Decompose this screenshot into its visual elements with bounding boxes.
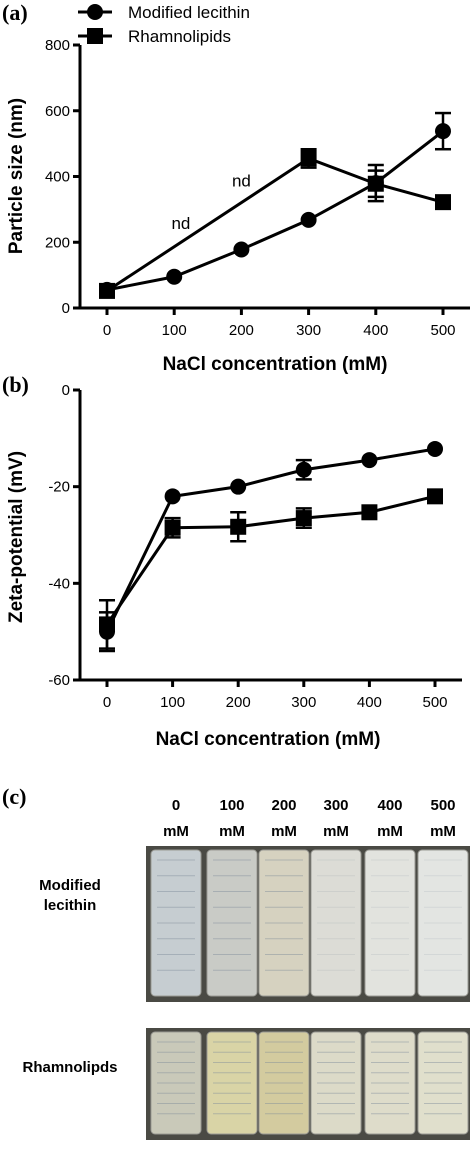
panel-b-x-axis-title: NaCl concentration (mM): [156, 729, 381, 750]
panel-b-y-tick-label: -60: [48, 672, 70, 689]
panel-a-annotation-nd: nd: [171, 214, 190, 233]
concentration-unit: mM: [323, 823, 349, 840]
vial: [206, 849, 258, 997]
panel-b-x-tick-label: 500: [422, 694, 447, 711]
panel-b-x-tick-label: 0: [103, 694, 111, 711]
concentration-unit: mM: [271, 823, 297, 840]
panel-b-point-rhamnolipids: [164, 519, 181, 536]
panel-b-point-rhamnolipids: [427, 488, 443, 505]
panel-a-y-tick-label: 200: [45, 234, 70, 251]
row-label-modified-lecithin-line1: Modified: [39, 877, 101, 894]
panel-a-point-modified-lecithin: [166, 268, 183, 285]
panel-a-point-rhamnolipids: [435, 194, 451, 211]
panel-a-y-axis-title: Particle size (nm): [6, 98, 27, 254]
panel-a-x-tick-label: 400: [363, 322, 388, 339]
concentration-value: 100: [219, 797, 244, 814]
vial: [417, 1031, 469, 1135]
panel-a-x-tick-label: 500: [430, 322, 455, 339]
vial: [258, 849, 310, 997]
panel-a-point-modified-lecithin: [300, 211, 317, 228]
panel-c-label: (c): [2, 784, 26, 809]
panel-b-point-modified-lecithin: [427, 440, 443, 457]
panel-b-point-modified-lecithin: [164, 488, 181, 505]
panel-b-point-rhamnolipids: [295, 510, 312, 527]
panel-c-photo: (c) 0 mM 100 mM 200 mM 300 mM 400 mM 500 mM Modifie…: [2, 784, 470, 1140]
panel-a-series-line-modified-lecithin: [106, 129, 444, 292]
panel-a-y-tick-label: 800: [45, 37, 70, 54]
panel-a-x-axis-title: NaCl concentration (mM): [163, 354, 388, 375]
panel-b-y-axis-title: Zeta-potential (mV): [6, 451, 27, 623]
panel-a-y-tick-label: 400: [45, 169, 70, 186]
concentration-unit: mM: [377, 823, 403, 840]
vial: [364, 1031, 416, 1135]
panel-b-x-tick-label: 400: [357, 694, 382, 711]
row-label-modified-lecithin-line2: lecithin: [44, 897, 97, 914]
panel-a-x-tick-label: 200: [229, 322, 254, 339]
vial: [417, 849, 469, 997]
panel-a-annotation-nd: nd: [232, 171, 251, 190]
legend-entry-modified-lecithin: Modified lecithin: [128, 3, 250, 22]
vial: [150, 1031, 202, 1135]
concentration-value: 400: [377, 797, 402, 814]
panel-b-point-rhamnolipids: [230, 518, 247, 535]
panel-a-y-tick-label: 600: [45, 103, 70, 120]
panel-b-point-modified-lecithin: [361, 452, 378, 469]
panel-b-point-modified-lecithin: [295, 461, 312, 478]
legend: Modified lecithin Rhamnolipids: [78, 3, 250, 46]
concentration-unit: mM: [163, 823, 189, 840]
panel-b-chart: (b) 0 -20 -40 -60 0 100 200 300 400 500 NaCl conc…: [2, 372, 462, 750]
panel-b-point-rhamnolipids: [361, 504, 378, 521]
panel-a-point-modified-lecithin: [435, 123, 451, 140]
concentration-unit: mM: [430, 823, 456, 840]
panel-a-point-modified-lecithin: [233, 241, 250, 258]
concentration-value: 300: [323, 797, 348, 814]
row-label-rhamnolipds: Rhamnolipds: [22, 1059, 117, 1076]
panel-a-chart: (a) 0 200 400 600 800 0 100 200 300 400 500 nd nd M…: [2, 0, 470, 375]
panel-a-series-line-rhamnolipids: [106, 156, 444, 293]
panel-a-x-tick-label: 300: [296, 322, 321, 339]
panel-a-x-tick-label: 0: [103, 322, 111, 339]
panel-a-y-tick-label: 0: [62, 300, 70, 317]
legend-marker-circle: [87, 4, 103, 20]
panel-a-x-tick-label: 100: [162, 322, 187, 339]
legend-entry-rhamnolipids: Rhamnolipids: [128, 27, 231, 46]
legend-marker-square: [87, 28, 103, 44]
concentration-value: 0: [172, 797, 180, 814]
panel-b-y-tick-label: -20: [48, 479, 70, 496]
panel-b-x-tick-label: 100: [160, 694, 185, 711]
vial: [310, 1031, 362, 1135]
panel-a-point-rhamnolipids: [367, 175, 384, 192]
panel-a-label: (a): [2, 0, 28, 25]
concentration-value: 500: [430, 797, 455, 814]
vial: [258, 1031, 310, 1135]
panel-b-series-line-rhamnolipids: [105, 494, 436, 626]
vial: [206, 1031, 258, 1135]
panel-a-point-rhamnolipids: [300, 150, 317, 167]
panel-a-point-rhamnolipids: [99, 282, 115, 299]
panel-b-point-rhamnolipids: [99, 616, 115, 633]
panel-b-label: (b): [2, 372, 29, 397]
vial: [364, 849, 416, 997]
vial: [150, 849, 202, 997]
panel-b-series-line-modified-lecithin: [105, 447, 436, 633]
vial: [310, 849, 362, 997]
panel-b-x-tick-label: 300: [291, 694, 316, 711]
panel-b-x-tick-label: 200: [226, 694, 251, 711]
panel-b-y-tick-label: 0: [62, 382, 70, 399]
concentration-value: 200: [271, 797, 296, 814]
panel-b-y-tick-label: -40: [48, 575, 70, 592]
concentration-unit: mM: [219, 823, 245, 840]
panel-b-point-modified-lecithin: [230, 478, 247, 495]
